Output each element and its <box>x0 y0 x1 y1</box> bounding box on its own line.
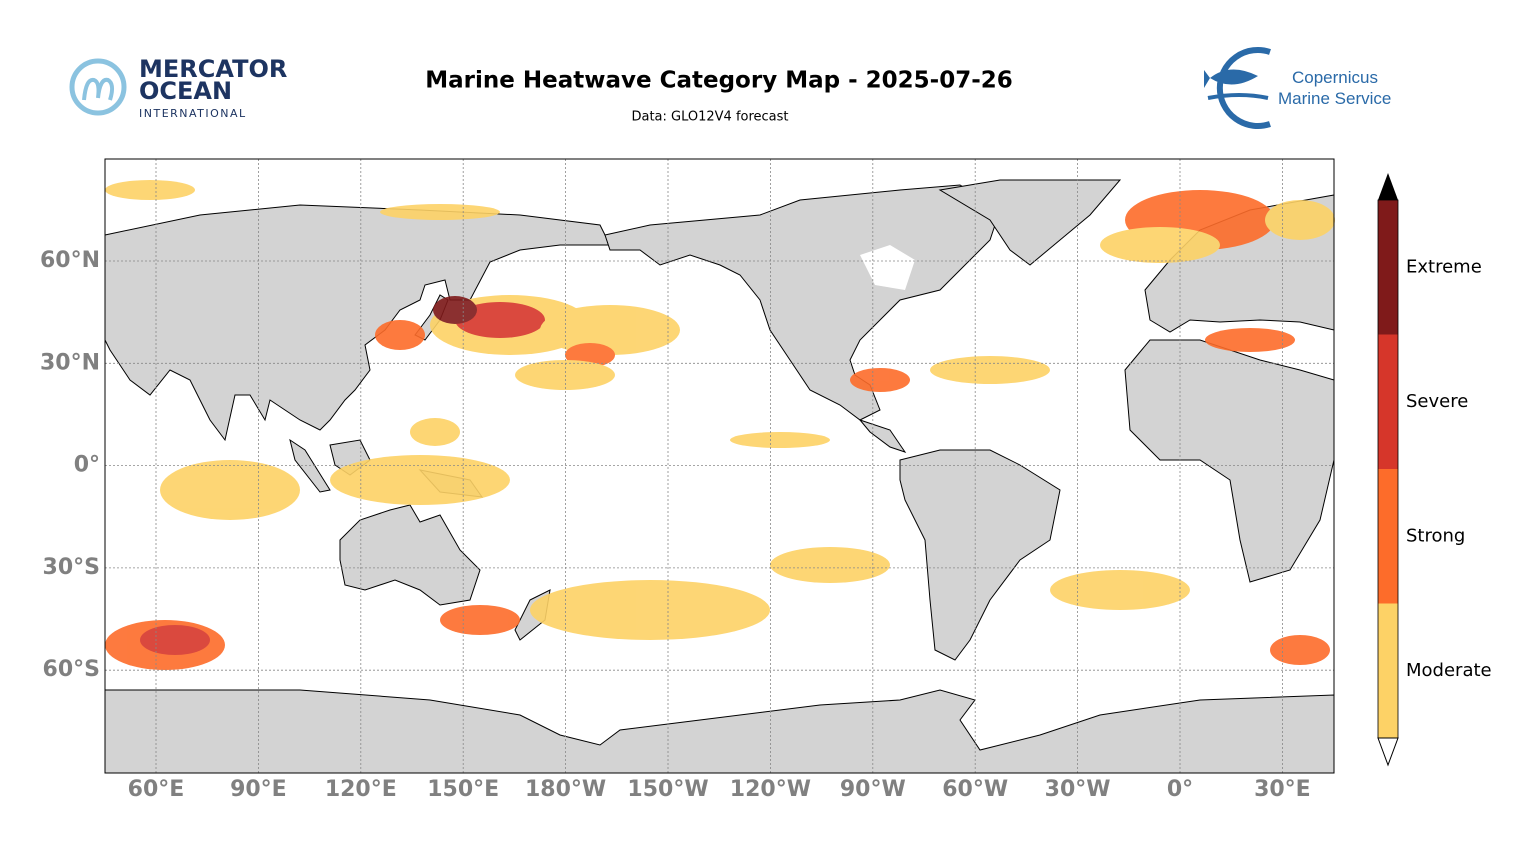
lat-label: 30°S <box>43 555 100 580</box>
map <box>104 158 1335 774</box>
colorbar-frame <box>1377 199 1399 739</box>
logo-text: INTERNATIONAL <box>139 107 247 120</box>
lon-label: 150°W <box>627 777 708 802</box>
lon-label: 30°W <box>1045 777 1111 802</box>
lon-label: 90°W <box>840 777 906 802</box>
colorbar-segment <box>1378 200 1398 335</box>
lon-label: 60°W <box>942 777 1008 802</box>
map-frame <box>104 158 1335 774</box>
lon-label: 120°E <box>325 777 397 802</box>
lat-label: 60°N <box>40 248 100 273</box>
subtitle: Data: GLO12V4 forecast <box>631 110 788 125</box>
logo-text: Marine Service <box>1278 89 1391 108</box>
colorbar-extend-bottom <box>1377 737 1399 767</box>
lon-label: 180°W <box>525 777 606 802</box>
colorbar-segment <box>1378 603 1398 738</box>
lat-label: 0° <box>74 453 100 478</box>
logo-text: OCEAN <box>139 77 232 105</box>
title: Marine Heatwave Category Map - 2025-07-2… <box>425 68 1013 94</box>
colorbar-label: Strong <box>1406 525 1465 546</box>
lon-label: 120°W <box>730 777 811 802</box>
logo-text: MERCATOR <box>139 55 287 83</box>
lat-label: 60°S <box>43 657 100 682</box>
colorbar-label: Extreme <box>1406 256 1482 277</box>
copernicus-logo: Copernicus Marine Service <box>1204 47 1391 129</box>
colorbar-label: Severe <box>1406 391 1468 412</box>
heatwave-areas <box>105 180 1335 670</box>
colorbar-segment <box>1378 334 1398 469</box>
colorbar-label: Moderate <box>1406 660 1492 681</box>
colorbar-segment <box>1378 469 1398 604</box>
lon-label: 30°E <box>1254 777 1311 802</box>
graticule <box>105 159 1334 773</box>
lon-label: 60°E <box>128 777 185 802</box>
colorbar: Moderate Strong Severe Extreme <box>1377 173 1492 767</box>
lon-label: 90°E <box>230 777 287 802</box>
logo-text: Copernicus <box>1292 68 1378 87</box>
lon-label: 0° <box>1167 777 1193 802</box>
colorbar-extend-top <box>1378 173 1398 200</box>
lon-label: 150°E <box>427 777 499 802</box>
lat-label: 30°N <box>40 350 100 375</box>
mercator-logo: MERCATOR OCEAN INTERNATIONAL <box>69 55 287 120</box>
